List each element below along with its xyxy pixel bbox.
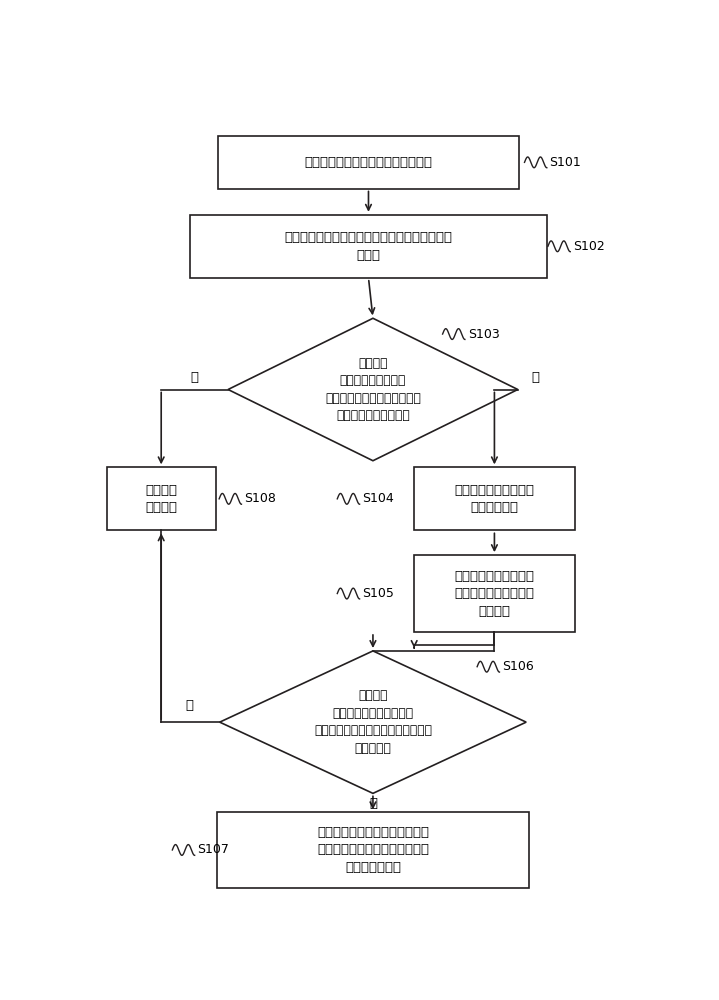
Text: 烧机对比
单元将所述烧机测试
单元产生的烧机测试结果与烧
机结果标准值进行对比: 烧机对比 单元将所述烧机测试 单元产生的烧机测试结果与烧 机结果标准值进行对比 xyxy=(325,357,421,422)
Text: S105: S105 xyxy=(362,587,394,600)
Text: 烧机测试单元进行烧机测试，同时产生一烧机测
试结果: 烧机测试单元进行烧机测试，同时产生一烧机测 试结果 xyxy=(285,231,452,262)
Text: S107: S107 xyxy=(198,843,229,856)
Text: S108: S108 xyxy=(244,492,276,505)
Text: S101: S101 xyxy=(549,156,582,169)
Text: 残影测试单元进行残影
测试，同时产生一残影
测试结果: 残影测试单元进行残影 测试，同时产生一残影 测试结果 xyxy=(454,570,534,618)
Text: S106: S106 xyxy=(502,660,534,673)
Bar xyxy=(218,136,519,189)
Polygon shape xyxy=(220,651,526,793)
Bar xyxy=(107,467,216,530)
Bar xyxy=(190,215,547,278)
Text: 残影测试启动单元启动
残影测试程序: 残影测试启动单元启动 残影测试程序 xyxy=(454,484,534,514)
Bar xyxy=(413,467,575,530)
Polygon shape xyxy=(228,318,518,461)
Text: S103: S103 xyxy=(467,328,500,341)
Bar xyxy=(217,812,529,888)
Text: 否: 否 xyxy=(185,699,193,712)
Text: 烧机测试启动单元启动烧机测试程序: 烧机测试启动单元启动烧机测试程序 xyxy=(304,156,433,169)
Text: S102: S102 xyxy=(573,240,605,253)
Text: 残影对比
单元将所述残影测试单元
产生的残影测试结果与残影结果标准
值进行对比: 残影对比 单元将所述残影测试单元 产生的残影测试结果与残影结果标准 值进行对比 xyxy=(314,689,432,755)
Text: 是: 是 xyxy=(531,371,540,384)
Text: 是: 是 xyxy=(369,797,377,810)
Text: 报警单元
发出警报: 报警单元 发出警报 xyxy=(145,484,177,514)
Text: 显示单元分别将所述所述烧机测
试单元、残影测试单元的测试界
面进行实时显示: 显示单元分别将所述所述烧机测 试单元、残影测试单元的测试界 面进行实时显示 xyxy=(317,826,429,874)
Text: S104: S104 xyxy=(362,492,394,505)
Bar xyxy=(413,555,575,632)
Text: 否: 否 xyxy=(191,371,198,384)
